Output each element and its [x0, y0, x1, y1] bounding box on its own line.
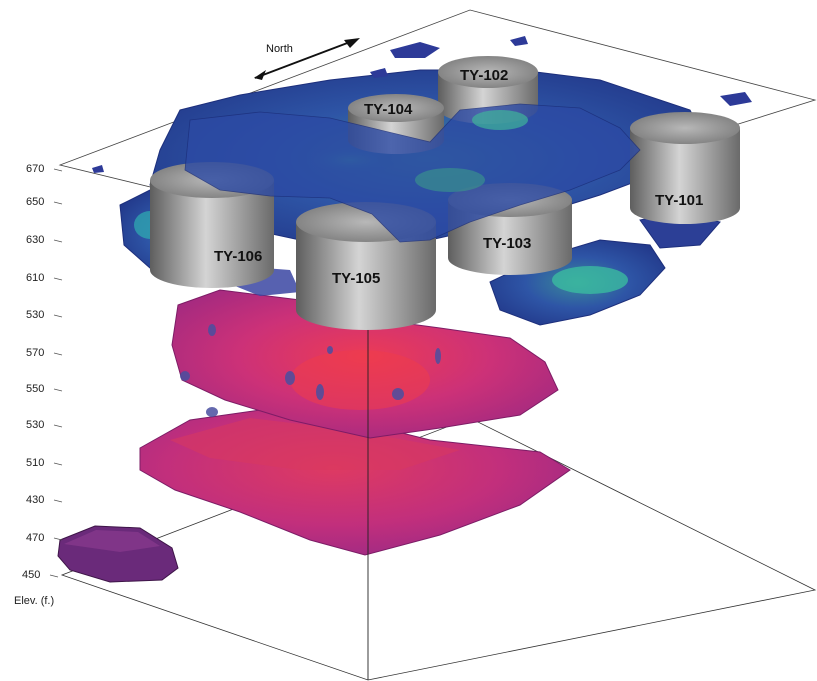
elevation-tick-label: 610	[26, 272, 44, 284]
elevation-tick-mark	[53, 352, 63, 356]
elevation-tick-mark	[53, 314, 63, 318]
elevation-tick-mark	[53, 388, 63, 392]
elevation-axis: 670 650 630 610 530 570 550 530 510 430 470 450	[22, 163, 63, 581]
elevation-tick-label: 650	[26, 196, 44, 208]
elevation-tick-label: 470	[26, 532, 44, 544]
well-ty-101	[630, 112, 740, 224]
small-anomaly-body	[57, 525, 179, 583]
elevation-tick-label: 670	[26, 163, 44, 175]
north-label: North	[266, 43, 293, 55]
upper-pink-body	[171, 289, 559, 439]
well-label-ty-104: TY-104	[364, 101, 413, 118]
elevation-tick-mark	[53, 201, 63, 205]
well-label-ty-103: TY-103	[483, 235, 531, 252]
elevation-tick-mark	[53, 168, 63, 172]
elevation-tick-mark	[53, 462, 63, 466]
elevation-tick-mark	[53, 424, 63, 428]
elevation-tick-mark	[53, 239, 63, 243]
elevation-tick-label: 430	[26, 494, 44, 506]
elevation-tick-mark	[49, 574, 59, 578]
north-arrow	[254, 38, 360, 80]
elevation-tick-label: 450	[22, 569, 40, 581]
elevation-tick-label: 570	[26, 347, 44, 359]
elevation-tick-label: 530	[26, 419, 44, 431]
upper-blue-overlay	[184, 103, 641, 243]
elevation-tick-label: 530	[26, 309, 44, 321]
elevation-tick-mark	[53, 499, 63, 503]
elevation-tick-mark	[53, 537, 63, 541]
well-label-ty-106: TY-106	[214, 248, 262, 265]
well-label-ty-102: TY-102	[460, 67, 508, 84]
elevation-tick-label: 550	[26, 383, 44, 395]
well-label-ty-101: TY-101	[655, 192, 703, 209]
elevation-tick-label: 630	[26, 234, 44, 246]
well-label-ty-105: TY-105	[332, 270, 380, 287]
elevation-tick-mark	[53, 277, 63, 281]
elevation-tick-label: 510	[26, 457, 44, 469]
elevation-axis-title: Elev. (f.)	[14, 595, 54, 607]
lower-pink-body	[139, 409, 571, 556]
